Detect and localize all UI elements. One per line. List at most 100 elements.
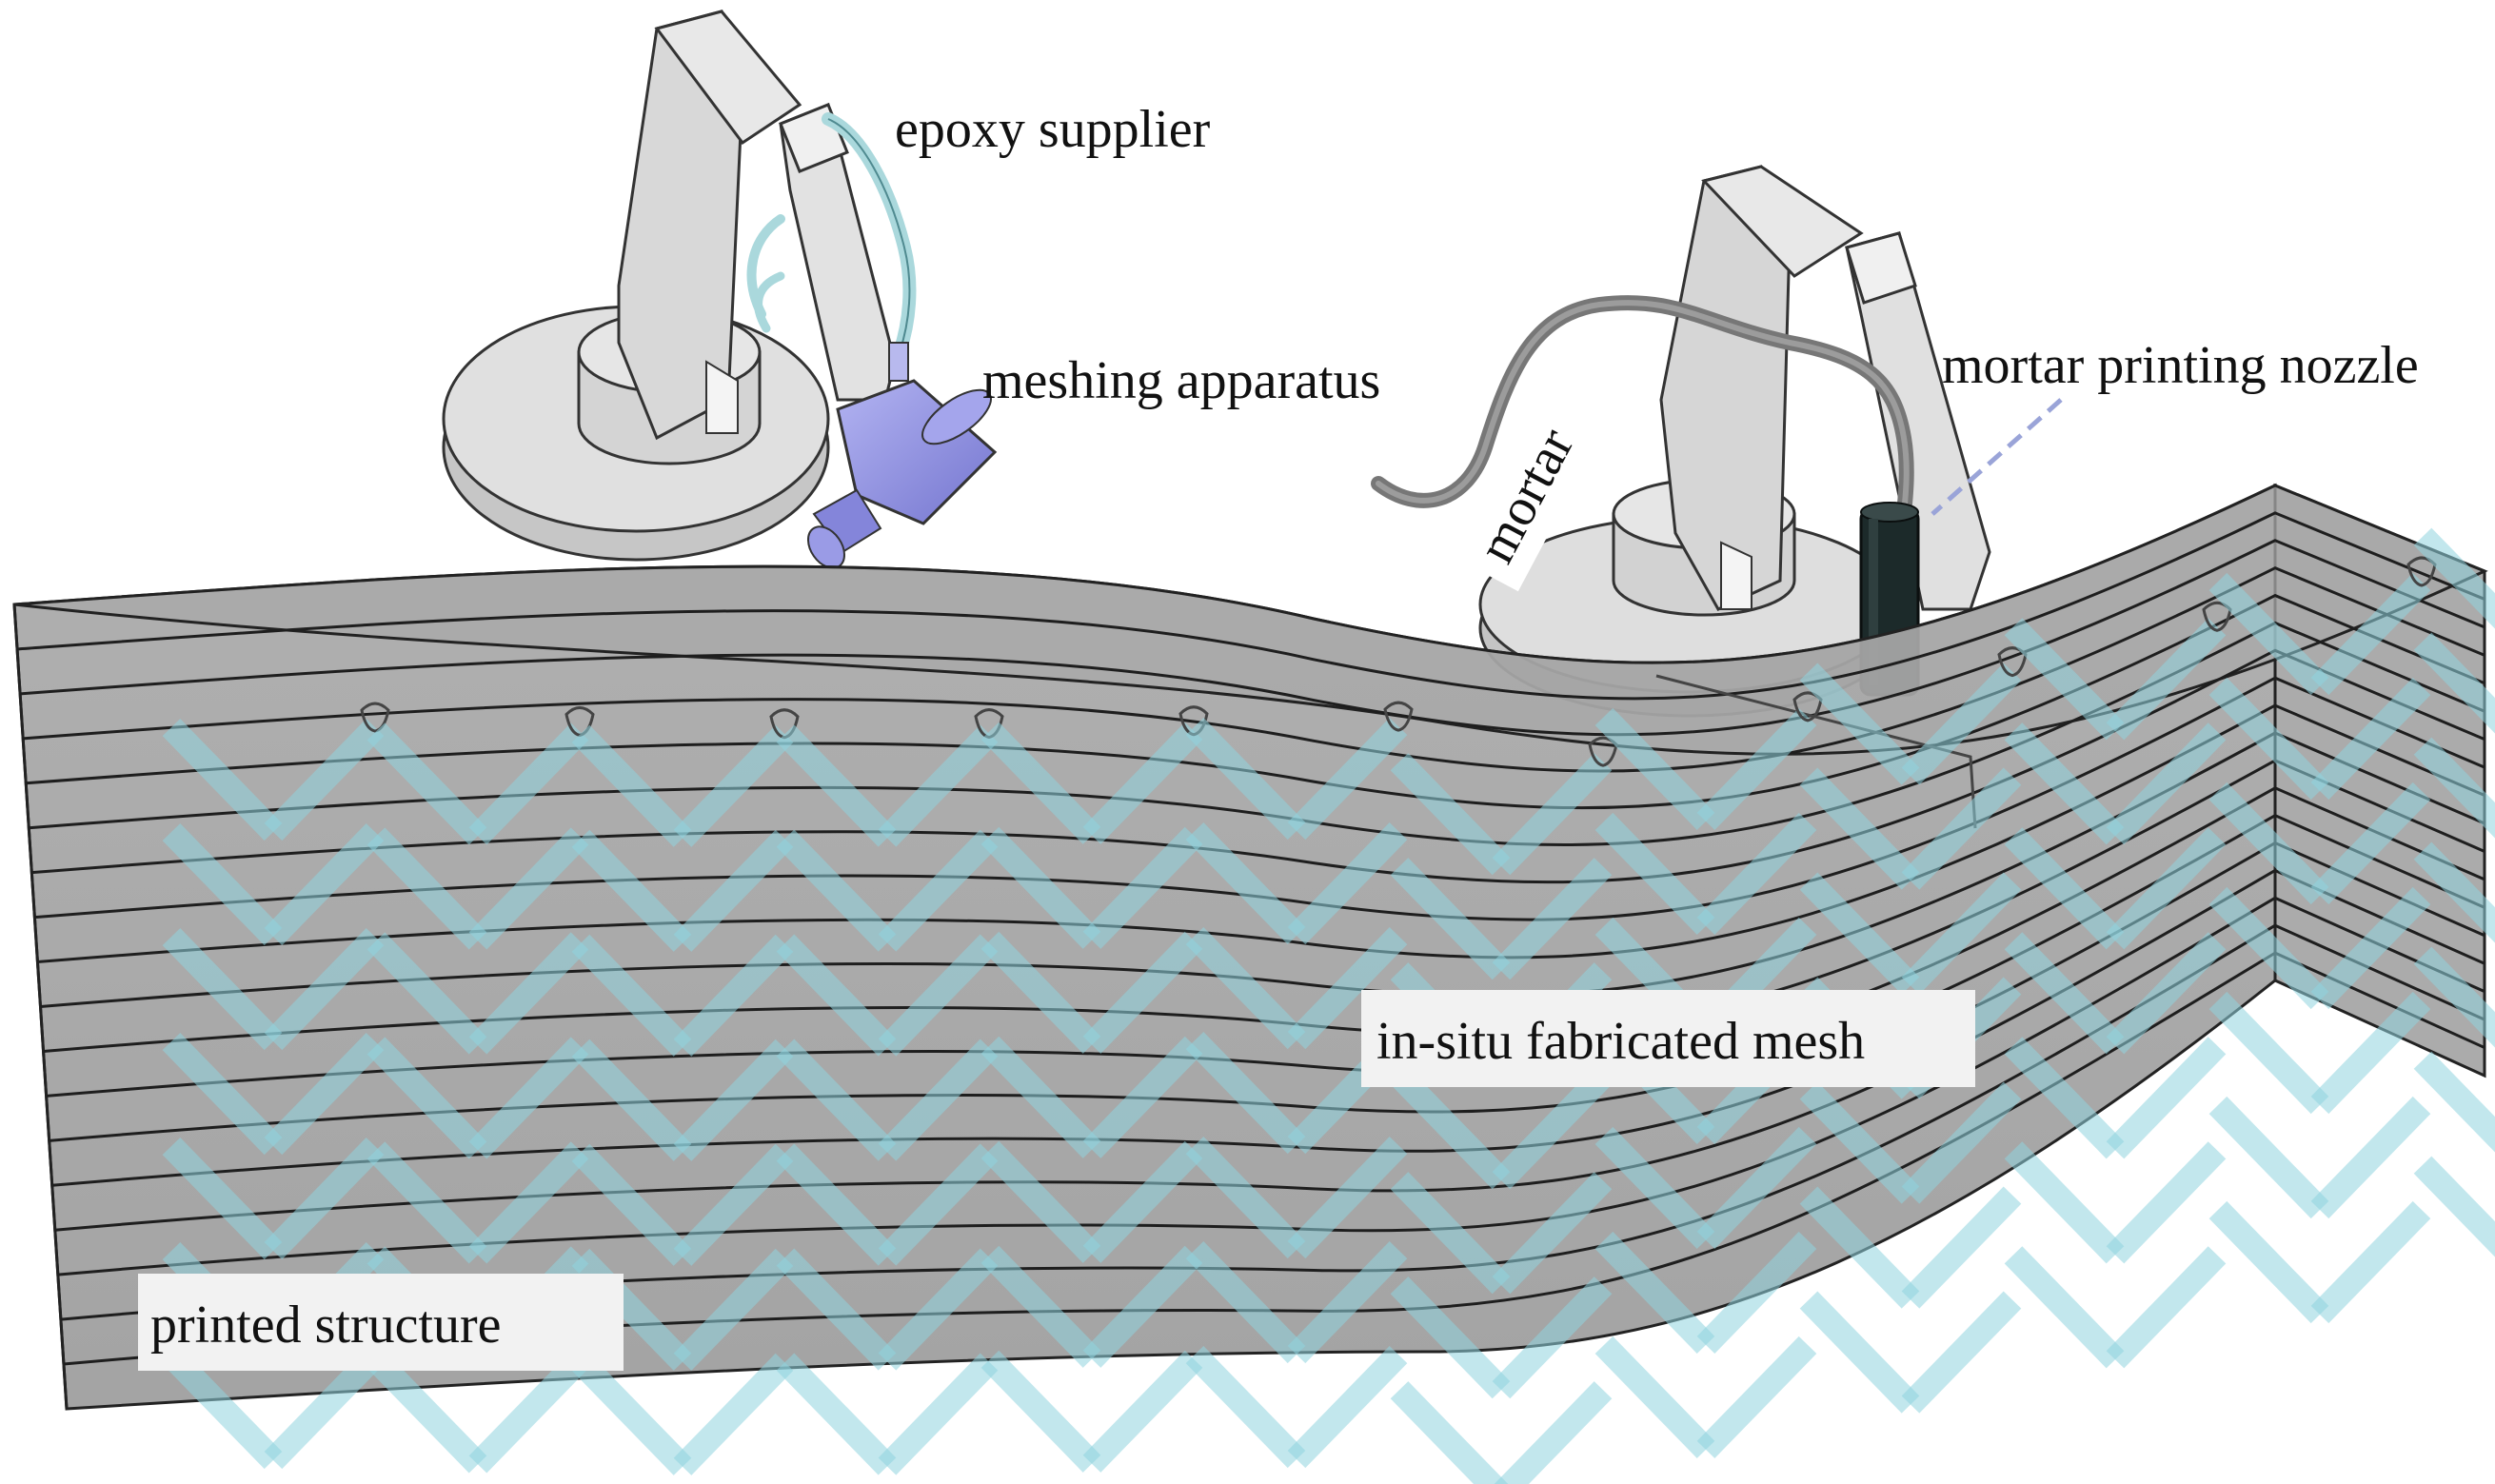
mesh-strut [1390,1276,1511,1399]
print-layer-line [23,566,2485,773]
mesh-strut [2413,632,2495,734]
mesh-strut [366,932,487,1055]
mesh-strut [2004,1037,2125,1159]
in-situ-mesh [162,527,2495,1484]
mesh-strut [468,1037,589,1159]
print-layer-line [40,731,2485,1008]
mesh-strut [1901,872,2022,995]
mesh-strut [264,1138,385,1260]
mesh-strut [264,928,385,1051]
mesh-strut [878,724,999,847]
mesh-strut [264,823,385,946]
mesh-strut [1390,1172,1511,1295]
mesh-strut [2106,1141,2227,1264]
mesh-strut [776,1039,897,1161]
mesh-strut [1287,1137,1408,1259]
mesh-strut [1594,1231,1715,1354]
mesh-strut [2310,782,2431,905]
mesh-strut [776,1353,897,1475]
mesh-strut [1901,767,2022,890]
mesh-strut [1901,1186,2022,1309]
mesh-strut [1799,1291,1920,1414]
mesh-strut [2413,737,2495,839]
mesh-strut [571,1143,692,1266]
mesh-strut [878,829,999,952]
mesh-strut [2413,1051,2495,1153]
mesh-strut [1696,1336,1817,1458]
label-epoxy-supplier: epoxy supplier [895,100,1211,159]
mesh-strut [980,1350,1101,1473]
svg-text:printed structure: printed structure [150,1296,502,1355]
mesh-strut [366,827,487,950]
mesh-strut [2208,886,2329,1010]
mesh-strut [1492,858,1613,980]
mesh-strut [2413,527,2495,629]
mesh-strut [2208,991,2329,1115]
mesh-strut [571,724,692,847]
mesh-strut [2208,677,2329,801]
mesh-strut [2208,1096,2329,1219]
mesh-strut [468,1141,589,1264]
mesh-strut [1696,812,1817,935]
mesh-strut [2310,991,2431,1115]
mesh-strut [1082,722,1203,844]
mesh-strut [1799,663,1920,785]
mesh-knot [1588,736,1618,767]
mesh-strut [1185,927,1306,1050]
robot-arm-right [1478,165,1991,718]
mesh-strut [162,1033,283,1156]
mesh-strut [2208,1200,2329,1324]
mesh-strut [1799,767,1920,890]
mesh-strut [980,826,1101,949]
mesh-strut [1082,1350,1203,1473]
mesh-strut [980,931,1101,1054]
mesh-strut [366,1141,487,1264]
mesh-strut [2208,572,2329,696]
mesh-strut [2310,1096,2431,1219]
mesh-strut [366,722,487,845]
mesh-strut [1287,1346,1408,1469]
mesh-strut [878,1248,999,1371]
mesh-knot [2202,601,2232,632]
mesh-strut [980,722,1101,844]
mesh-strut [673,1353,794,1475]
mesh-strut [2004,618,2125,741]
mesh-strut [468,1351,589,1474]
mesh-strut [1390,753,1511,876]
mesh-strut [2106,827,2227,950]
mesh-strut [2004,932,2125,1055]
mesh-strut [980,1140,1101,1263]
mesh-strut [162,719,283,841]
mesh-strut [776,829,897,952]
mesh-strut [1185,718,1306,841]
mesh-strut [1287,1241,1408,1364]
mesh-knot [1792,691,1823,722]
print-layer-line [20,539,2485,737]
mesh-strut [776,1248,897,1371]
mesh-strut [878,1143,999,1266]
robot-arm-left [442,10,917,562]
mesh-strut [162,823,283,946]
mortar-hose [1371,295,1914,522]
mesh-strut [1082,931,1203,1054]
mesh-strut [1185,1241,1306,1364]
svg-text:in-situ fabricated mesh: in-situ fabricated mesh [1376,1012,1865,1071]
mesh-strut [264,1033,385,1156]
print-layer-line [34,676,2485,921]
svg-text:epoxy supplier: epoxy supplier [895,100,1211,159]
printed-structure-wall [12,483,2495,1484]
mesh-strut [776,934,897,1057]
mesh-strut [1185,1346,1306,1469]
mesh-strut [2106,932,2227,1055]
mesh-strut [1185,822,1306,945]
mesh-strut [1696,707,1817,830]
mesh-strut [1492,1172,1613,1295]
mesh-strut [1901,663,2022,785]
svg-text:mortar printing nozzle: mortar printing nozzle [1942,336,2419,395]
mesh-strut [1082,1140,1203,1263]
mesh-strut [2106,618,2227,741]
mesh-knot [2406,556,2437,587]
mesh-strut [673,829,794,952]
mesh-strut [162,1138,283,1260]
